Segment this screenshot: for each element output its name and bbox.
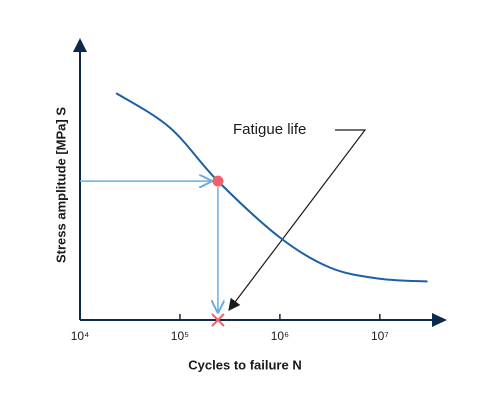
x-tick-label: 10⁵ [171,329,189,343]
x-tick-label: 10⁷ [371,329,389,343]
failure-cross [211,313,225,327]
x-axis-label: Cycles to failure N [188,357,301,372]
annotation: Fatigue life [233,121,306,138]
x-axis-arrow [432,313,447,327]
y-axis-label: Stress amplitude [MPa] S [53,107,68,263]
annotation-arrow [228,129,367,311]
sn-curve [115,92,428,283]
x-tick-label: 10⁴ [71,329,90,343]
y-axis-arrow [73,38,87,52]
stress-point [212,175,224,187]
x-tick-label: 10⁶ [271,329,289,343]
